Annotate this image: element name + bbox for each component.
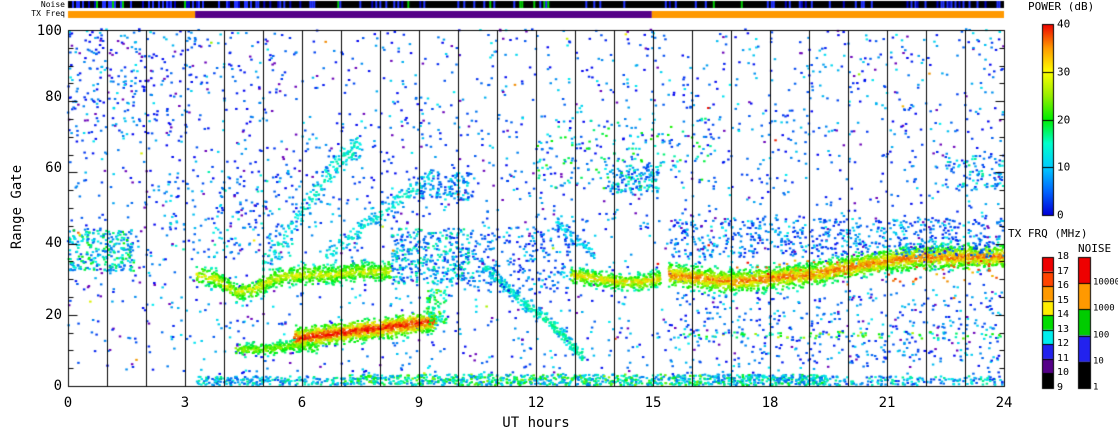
power-tick-10: 10: [1057, 160, 1071, 174]
noise-tick-1000: 1000: [1093, 303, 1115, 314]
noise-tick-1: 1: [1093, 382, 1099, 393]
x-tick-15: 15: [644, 395, 662, 411]
noise-tick-10: 10: [1093, 356, 1104, 367]
x-tick-12: 12: [527, 395, 545, 411]
power-colorbar-title: POWER (dB): [1028, 0, 1095, 13]
txfrq-tick-10: 10: [1057, 367, 1070, 378]
power-tick-30: 30: [1057, 65, 1071, 79]
power-tick-0: 0: [1057, 208, 1064, 222]
txfrq-tick-12: 12: [1057, 338, 1070, 349]
x-tick-9: 9: [414, 395, 424, 411]
noise-strip-label: Noise: [40, 0, 65, 9]
txfrq-colorbar-title: TX FRQ (MHz): [1008, 227, 1088, 240]
y-tick-0: 0: [53, 378, 62, 394]
y-tick-60: 60: [45, 160, 62, 176]
y-axis-title: Range Gate: [9, 164, 25, 250]
noise-tick-100: 100: [1093, 330, 1110, 341]
txfrq-tick-15: 15: [1057, 295, 1070, 306]
x-tick-3: 3: [180, 395, 190, 411]
noise-tick-10000: 10000: [1093, 277, 1118, 288]
y-tick-80: 80: [45, 89, 62, 105]
y-tick-100: 100: [36, 23, 62, 39]
txfrq-tick-11: 11: [1057, 353, 1070, 364]
txfreq-strip-label: TX Freq: [31, 9, 65, 18]
txfrq-tick-18: 18: [1057, 251, 1070, 262]
noise-colorbar-title: NOISE: [1078, 242, 1112, 255]
txfrq-tick-13: 13: [1057, 324, 1070, 335]
txfrq-tick-17: 17: [1057, 266, 1070, 277]
txfrq-tick-16: 16: [1057, 280, 1070, 291]
x-tick-18: 18: [761, 395, 779, 411]
x-tick-6: 6: [297, 395, 307, 411]
txfrq-tick-14: 14: [1057, 309, 1070, 320]
x-tick-0: 0: [63, 395, 73, 411]
x-tick-24: 24: [995, 395, 1013, 411]
power-tick-40: 40: [1057, 17, 1071, 31]
power-tick-20: 20: [1057, 113, 1071, 127]
txfrq-tick-9: 9: [1057, 382, 1064, 393]
x-tick-21: 21: [878, 395, 896, 411]
y-tick-40: 40: [45, 235, 62, 251]
x-axis-title: UT hours: [502, 415, 570, 431]
y-tick-20: 20: [45, 307, 62, 323]
